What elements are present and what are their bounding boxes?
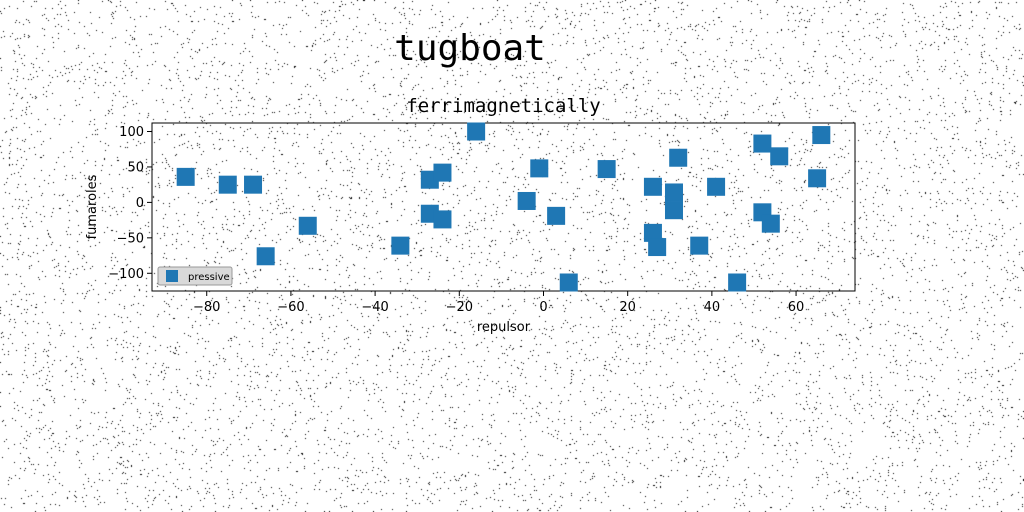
data-point [690, 236, 709, 255]
data-point [433, 210, 452, 229]
y-tick-label: −100 [108, 267, 144, 282]
legend-marker [166, 270, 178, 282]
chart-title: ferrimagnetically [406, 95, 600, 117]
y-tick-label: 50 [127, 160, 144, 175]
data-point [244, 175, 263, 194]
y-tick-label: 0 [136, 196, 144, 211]
data-point [707, 177, 726, 196]
data-point [176, 167, 195, 186]
data-point [770, 147, 789, 166]
x-axis-label: repulsor [477, 320, 531, 335]
figure-title: tugboat [394, 28, 546, 69]
data-point [643, 223, 662, 242]
data-point [298, 216, 317, 235]
legend: pressive [157, 266, 233, 286]
data-point [530, 159, 549, 178]
legend-label: pressive [188, 272, 230, 283]
data-point [391, 236, 410, 255]
data-point [467, 122, 486, 141]
data-point [728, 273, 747, 292]
series-pressive [176, 122, 831, 292]
x-tick-label: 40 [704, 300, 721, 315]
data-point [812, 126, 831, 145]
data-point [808, 169, 827, 188]
x-tick-label: −60 [277, 300, 304, 315]
data-point [643, 177, 662, 196]
y-axis: 100 50 0 −50 −100 [108, 125, 152, 282]
plot-area [151, 122, 856, 292]
data-point [256, 247, 275, 266]
x-tick-label: 0 [539, 300, 547, 315]
data-point [753, 134, 772, 153]
x-axis: −80 −60 −40 −20 0 20 40 60 [193, 291, 804, 315]
data-point [664, 183, 683, 202]
y-axis-label: fumaroles [85, 174, 100, 239]
data-point [669, 148, 688, 167]
data-point [517, 191, 536, 210]
y-tick-label: −50 [117, 231, 144, 246]
data-point [761, 214, 780, 233]
x-tick-label: 20 [619, 300, 636, 315]
x-tick-label: 60 [788, 300, 805, 315]
data-point [664, 201, 683, 220]
data-point [597, 160, 616, 179]
data-point [648, 238, 667, 257]
x-tick-label: −20 [446, 300, 473, 315]
x-tick-label: −40 [361, 300, 388, 315]
data-point [218, 175, 237, 194]
data-point [433, 163, 452, 182]
data-point [547, 206, 566, 225]
x-tick-label: −80 [193, 300, 220, 315]
data-point [559, 273, 578, 292]
y-tick-label: 100 [119, 125, 144, 140]
